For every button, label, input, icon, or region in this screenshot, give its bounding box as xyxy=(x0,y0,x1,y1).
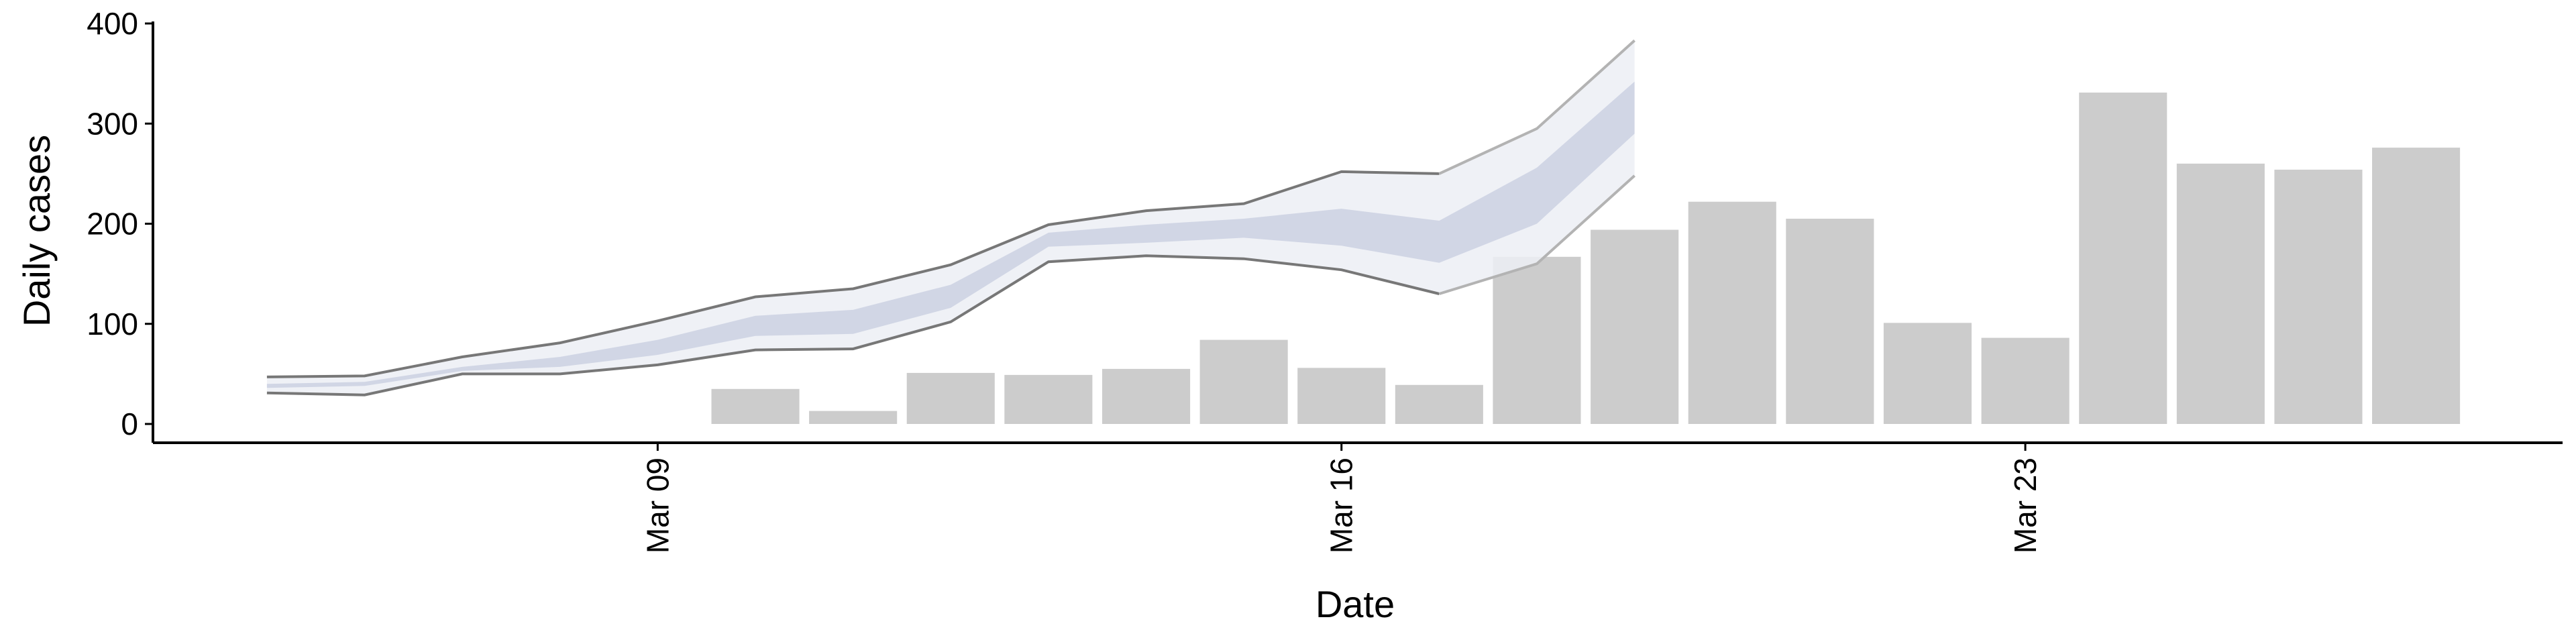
x-axis-title: Date xyxy=(1316,583,1395,625)
forecast-band-layer xyxy=(266,39,1635,396)
bar-2020-03-20 xyxy=(1688,201,1776,424)
y-tick-label-0: 0 xyxy=(121,407,138,441)
forecast-upper-line-projected xyxy=(1438,39,1635,175)
bar-2020-03-26 xyxy=(2274,169,2363,424)
forecast-inner-band xyxy=(266,81,1635,388)
y-tick-label-300: 300 xyxy=(87,106,138,141)
bar-2020-03-10 xyxy=(711,388,800,424)
y-axis-title: Daily cases xyxy=(15,135,58,327)
bar-2020-03-21 xyxy=(1786,219,1874,424)
bar-2020-03-27 xyxy=(2372,148,2461,424)
bar-2020-03-13 xyxy=(1004,374,1093,424)
bar-2020-03-11 xyxy=(809,411,898,424)
bar-2020-03-25 xyxy=(2176,163,2265,424)
x-tick-label-2020-03-16: Mar 16 xyxy=(1324,458,1359,553)
bar-2020-03-22 xyxy=(1883,323,1972,424)
forecast-lower-line-projected xyxy=(1438,174,1635,295)
y-tick-label-400: 400 xyxy=(87,6,138,41)
forecast-lower-line xyxy=(266,254,1440,396)
bar-2020-03-15 xyxy=(1199,339,1288,424)
bar-2020-03-19 xyxy=(1591,229,1679,424)
bar-2020-03-12 xyxy=(906,372,995,424)
bar-2020-03-16 xyxy=(1297,368,1386,424)
bar-2020-03-18 xyxy=(1493,256,1581,424)
bar-2020-03-17 xyxy=(1395,384,1483,424)
forecast-outer-band xyxy=(266,40,1635,395)
bar-2020-03-14 xyxy=(1102,368,1191,424)
bars-layer xyxy=(711,93,2461,424)
bar-2020-03-24 xyxy=(2079,93,2167,424)
y-tick-label-100: 100 xyxy=(87,307,138,341)
y-tick-label-200: 200 xyxy=(87,207,138,241)
axes-layer: 0 100 200 300 400 Mar 09 Mar 16 Mar 23 xyxy=(87,6,2563,553)
x-tick-label-2020-03-23: Mar 23 xyxy=(2008,458,2043,553)
forecast-upper-line xyxy=(266,170,1440,378)
x-tick-label-2020-03-09: Mar 09 xyxy=(640,458,675,553)
bar-2020-03-23 xyxy=(1981,337,2070,424)
